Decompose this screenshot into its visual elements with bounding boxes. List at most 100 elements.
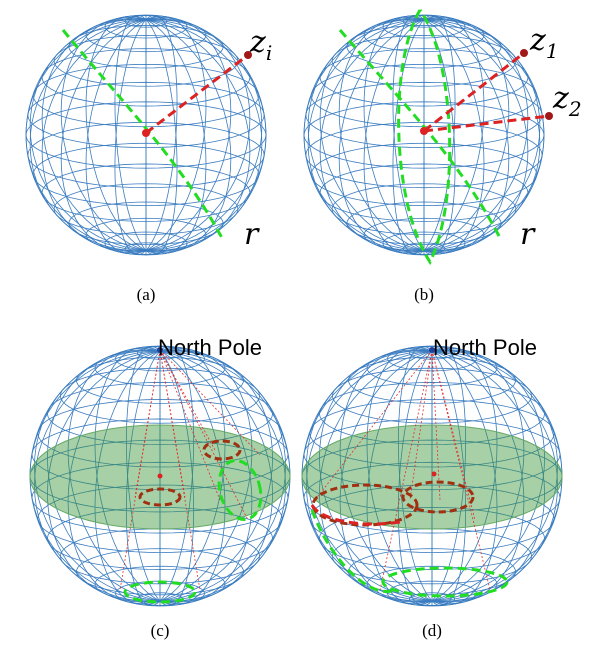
outline <box>25 14 267 256</box>
caption: (d) <box>422 621 442 640</box>
circle-on-sphere <box>381 566 509 598</box>
longitude-line <box>94 346 161 602</box>
projection-ray <box>431 349 441 501</box>
radius-line <box>145 53 249 135</box>
radius-label: r <box>244 217 260 252</box>
longitude-line <box>114 14 147 251</box>
label-base: z <box>529 23 546 58</box>
label-sub: 2 <box>568 97 582 121</box>
point-dot <box>520 49 528 57</box>
longitude-line <box>145 15 207 251</box>
projection-ray <box>134 349 161 498</box>
longitude-line <box>397 350 433 607</box>
longitude-line <box>145 19 232 254</box>
longitude-line <box>366 350 433 606</box>
center-dot <box>431 471 437 477</box>
longitude-line <box>29 18 147 251</box>
longitude-line <box>338 16 425 251</box>
label-sub: 1 <box>546 39 559 63</box>
circle-arc <box>310 504 401 526</box>
circle-on-sphere <box>217 459 263 521</box>
circle-on-sphere <box>310 509 396 593</box>
longitude-line <box>363 19 425 255</box>
projection-ray <box>159 349 221 501</box>
longitude-line <box>159 345 195 602</box>
longitude-line <box>159 350 286 602</box>
caption: (a) <box>137 285 156 304</box>
longitude-line <box>307 18 425 251</box>
projection-ray <box>159 349 186 498</box>
point-label: z2 <box>552 81 582 121</box>
circle-on-sphere <box>123 580 197 604</box>
great-circle <box>397 9 452 266</box>
longitude-line <box>366 346 433 602</box>
label-base: z <box>249 25 266 60</box>
label-base: z <box>552 81 569 116</box>
longitude-line <box>159 350 286 602</box>
longitude-line <box>307 19 425 252</box>
longitude-line <box>431 350 558 602</box>
longitude-line <box>60 16 147 251</box>
longitude-line <box>145 19 263 252</box>
longitude-line <box>339 348 433 602</box>
longitude-line <box>159 350 226 606</box>
projection-ray <box>159 349 261 456</box>
longitude-line <box>423 19 541 252</box>
pole-label: North Pole <box>158 335 262 360</box>
projection-ray <box>431 349 491 591</box>
sphere-wireframe <box>29 345 291 607</box>
point-dot <box>545 112 553 120</box>
longitude-line <box>306 350 433 602</box>
overlays <box>29 9 563 604</box>
center-dot <box>420 127 428 135</box>
longitude-line <box>125 350 161 607</box>
longitude-line <box>431 350 498 606</box>
projection-ray <box>159 349 216 451</box>
projected-circle <box>202 439 242 461</box>
longitude-line <box>94 350 161 606</box>
longitude-line <box>423 19 510 254</box>
longitude-line <box>145 19 207 255</box>
radius-line <box>423 114 550 133</box>
pole-label: North Pole <box>433 335 537 360</box>
longitude-line <box>363 15 425 251</box>
longitude-line <box>85 15 147 251</box>
longitude-line <box>125 345 161 602</box>
longitude-line <box>114 19 147 256</box>
longitude-line <box>159 350 253 604</box>
longitude-line <box>34 350 161 602</box>
center-dot <box>142 129 150 137</box>
longitude-line <box>306 350 433 602</box>
wireframes <box>25 14 563 607</box>
caption: (b) <box>414 285 434 304</box>
longitude-line <box>423 14 456 251</box>
projection-ray <box>409 349 433 501</box>
longitude-line <box>85 19 147 255</box>
longitude-line <box>145 14 178 251</box>
point-dot <box>244 51 252 59</box>
projected-circle <box>401 480 475 514</box>
radius-label: r <box>520 217 536 252</box>
projected-circle <box>138 487 182 507</box>
longitude-line <box>423 19 485 255</box>
longitude-line <box>392 19 425 256</box>
longitude-line <box>423 15 485 251</box>
longitude-line <box>423 19 456 256</box>
longitude-line <box>159 346 226 602</box>
longitude-line <box>423 18 541 251</box>
longitude-line <box>397 345 433 602</box>
great-circle <box>338 29 502 239</box>
longitude-line <box>29 19 147 252</box>
pole-dot <box>429 347 435 353</box>
longitude-line <box>145 19 178 256</box>
radius-line <box>423 51 525 133</box>
outline <box>303 14 545 256</box>
center-dot <box>157 473 163 479</box>
pole-dot <box>157 347 163 353</box>
point-label: zi <box>249 25 272 65</box>
point-label: z1 <box>529 23 559 63</box>
longitude-line <box>431 350 525 604</box>
longitude-line <box>431 350 467 607</box>
longitude-line <box>34 350 161 602</box>
